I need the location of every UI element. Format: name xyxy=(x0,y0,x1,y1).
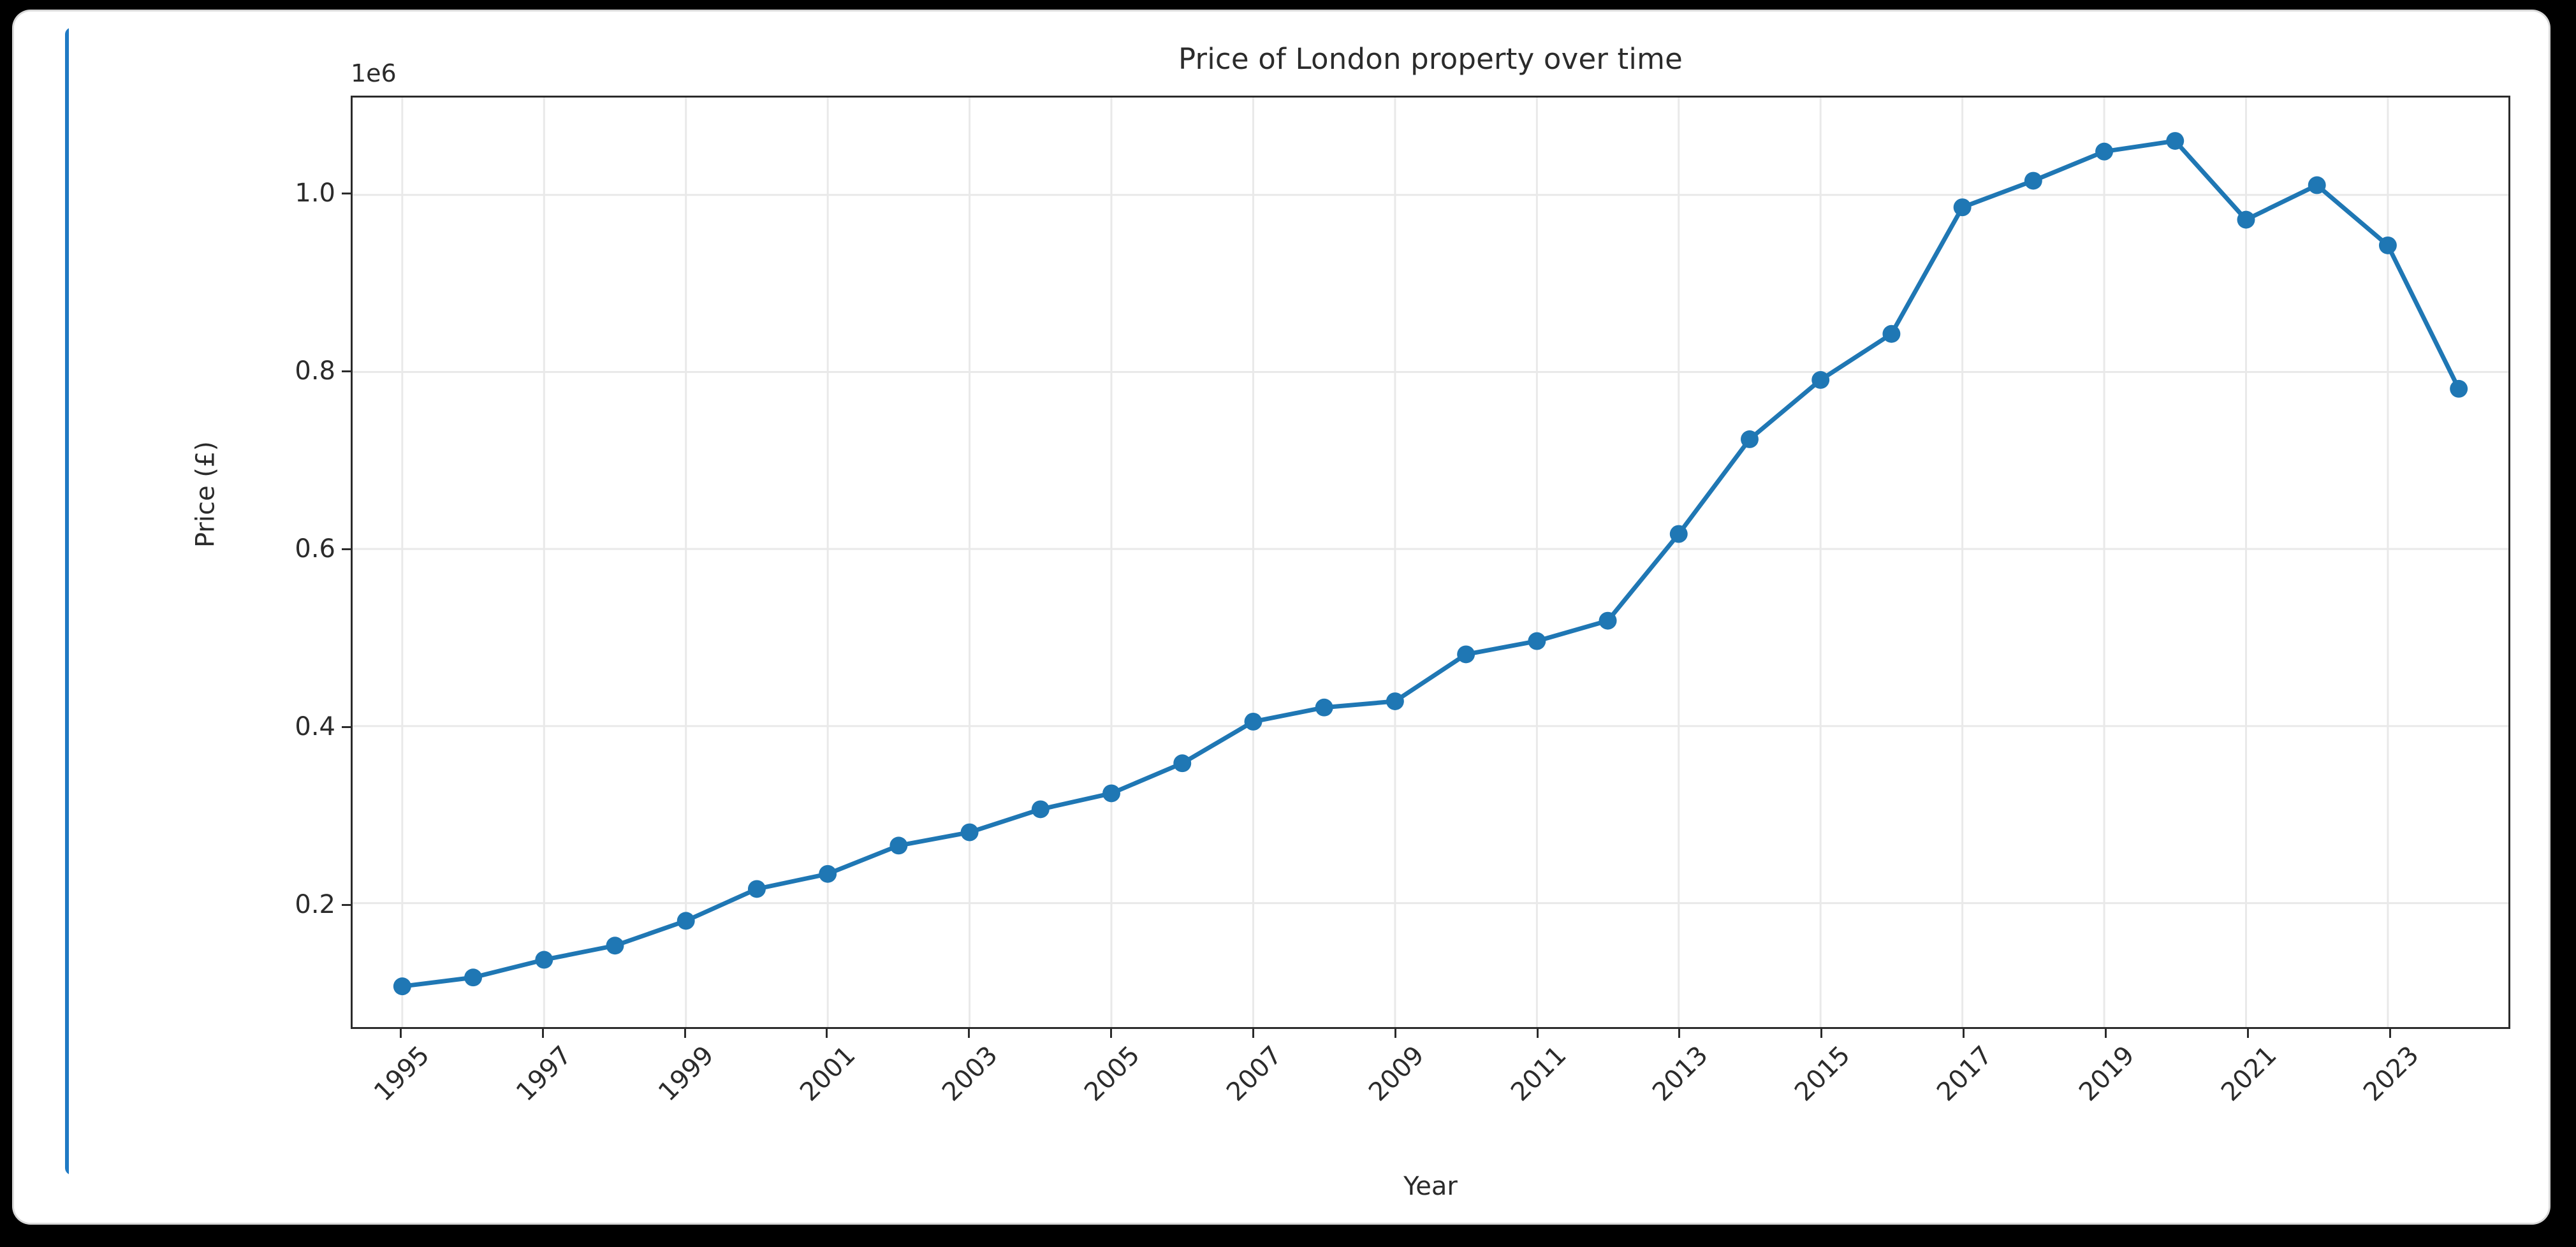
y-tick-label: 0.4 xyxy=(295,711,335,741)
data-point xyxy=(1669,525,1688,543)
x-tick-label: 2015 xyxy=(1789,1040,1856,1107)
data-point xyxy=(2237,210,2255,229)
x-tick-label: 2019 xyxy=(2073,1040,2141,1107)
y-tick-label: 0.6 xyxy=(295,534,335,564)
y-tick-mark xyxy=(342,548,351,551)
x-tick-mark xyxy=(2389,1029,2391,1038)
matplotlib-figure: Price of London property over time 1e6 0… xyxy=(69,11,2549,1223)
data-point xyxy=(393,977,411,996)
data-point xyxy=(2024,171,2042,190)
data-point xyxy=(606,937,624,955)
price-series-line xyxy=(400,138,2461,989)
x-tick-label: 2005 xyxy=(1079,1040,1146,1107)
data-point xyxy=(2166,132,2184,150)
x-tick-mark xyxy=(2104,1029,2107,1038)
data-point xyxy=(1953,198,1972,217)
y-tick-mark xyxy=(342,903,351,906)
data-point xyxy=(1882,325,1901,343)
x-tick-mark xyxy=(399,1029,402,1038)
line-chart-svg xyxy=(353,98,2508,1027)
x-tick-mark xyxy=(826,1029,828,1038)
data-point xyxy=(747,880,766,898)
x-tick-mark xyxy=(1820,1029,1823,1038)
x-axis-label: Year xyxy=(1403,1172,1458,1201)
x-tick-label: 1995 xyxy=(369,1040,435,1107)
x-tick-label: 2023 xyxy=(2357,1040,2425,1107)
data-point xyxy=(1102,784,1120,803)
x-tick-mark xyxy=(1110,1029,1113,1038)
data-point xyxy=(677,912,695,930)
x-tick-mark xyxy=(1252,1029,1254,1038)
x-tick-label: 2013 xyxy=(1647,1040,1714,1107)
data-point xyxy=(1811,371,1830,389)
x-tick-label: 2001 xyxy=(794,1040,861,1107)
y-axis-offset-label: 1e6 xyxy=(351,59,397,87)
x-tick-mark xyxy=(1963,1029,1965,1038)
chart-title: Price of London property over time xyxy=(1178,42,1683,76)
x-tick-mark xyxy=(684,1029,686,1038)
data-point xyxy=(819,864,837,883)
data-point xyxy=(1528,632,1546,650)
app-card: Price of London property over time 1e6 0… xyxy=(14,11,2549,1223)
data-point xyxy=(1741,430,1759,448)
y-tick-label: 0.2 xyxy=(295,889,335,919)
x-tick-mark xyxy=(968,1029,970,1038)
data-point xyxy=(2308,176,2326,194)
x-tick-label: 2007 xyxy=(1220,1040,1288,1107)
data-point xyxy=(1599,611,1617,630)
data-point xyxy=(535,951,553,969)
left-gutter xyxy=(14,11,69,1223)
x-tick-label: 2009 xyxy=(1363,1040,1430,1107)
y-tick-mark xyxy=(342,370,351,373)
y-tick-label: 0.8 xyxy=(295,356,335,386)
data-point xyxy=(2095,142,2114,161)
x-tick-label: 2003 xyxy=(937,1040,1004,1107)
x-tick-mark xyxy=(541,1029,544,1038)
gridlines xyxy=(353,98,2508,1027)
y-axis-label: Price (£) xyxy=(191,441,221,548)
data-point xyxy=(1244,713,1262,731)
data-point xyxy=(1457,645,1475,664)
data-point xyxy=(1386,692,1404,710)
y-tick-label: 1.0 xyxy=(295,179,335,208)
data-point xyxy=(2378,236,2397,254)
plot-area xyxy=(351,96,2510,1029)
y-tick-mark xyxy=(342,193,351,195)
data-point xyxy=(2450,379,2468,398)
price-series-markers xyxy=(393,132,2468,996)
data-point xyxy=(960,823,979,842)
x-tick-label: 1997 xyxy=(510,1040,578,1107)
data-point xyxy=(1315,698,1333,717)
data-point xyxy=(1173,754,1192,773)
x-tick-mark xyxy=(2246,1029,2249,1038)
x-tick-mark xyxy=(1536,1029,1539,1038)
data-point xyxy=(1031,800,1050,819)
x-tick-mark xyxy=(1394,1029,1396,1038)
x-tick-label: 1999 xyxy=(652,1040,720,1107)
data-point xyxy=(464,968,483,987)
x-tick-label: 2011 xyxy=(1505,1040,1572,1107)
data-point xyxy=(889,836,908,855)
y-tick-mark xyxy=(342,726,351,728)
x-tick-label: 2017 xyxy=(1931,1040,1998,1107)
x-tick-mark xyxy=(1678,1029,1681,1038)
x-tick-label: 2021 xyxy=(2215,1040,2283,1107)
